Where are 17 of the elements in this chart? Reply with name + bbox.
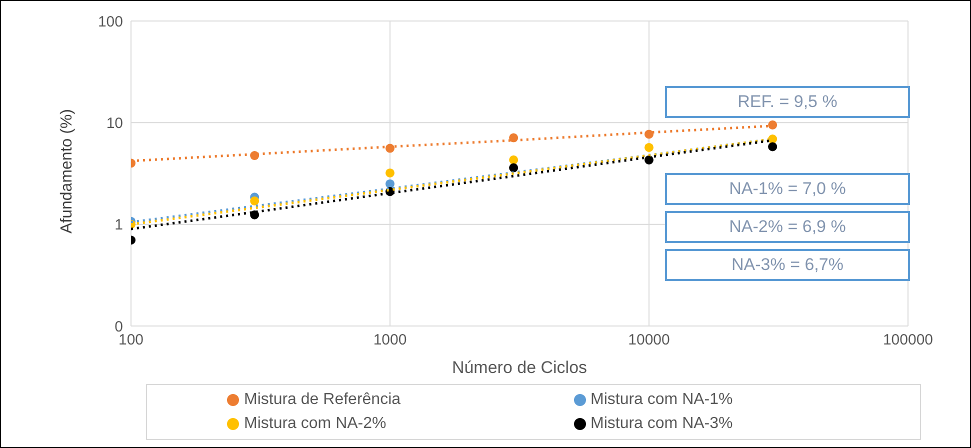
- y-tick-label: 1: [114, 216, 123, 234]
- text-box: NA-3% = 6,7%: [665, 249, 910, 281]
- text-box: NA-1% = 7,0 %: [665, 173, 910, 205]
- y-axis-title: Afundamento (%): [58, 108, 76, 234]
- x-axis-title: Número de Ciclos: [452, 358, 588, 377]
- legend-label: Mistura com NA-3%: [590, 414, 734, 434]
- legend-label: Mistura de Referência: [243, 390, 402, 410]
- text-box: NA-2% = 6,9 %: [665, 211, 910, 243]
- text-box: REF. = 9,5 %: [665, 86, 910, 118]
- y-tick-label: 0: [114, 318, 123, 336]
- legend-label: Mistura com NA-2%: [243, 414, 388, 434]
- x-tick-label: 10000: [628, 332, 670, 349]
- legend-label: Mistura com NA-1%: [590, 390, 734, 410]
- y-tick-label: 10: [106, 114, 123, 132]
- x-tick-label: 1000: [373, 332, 407, 349]
- x-tick-label: 100000: [882, 332, 934, 349]
- y-tick-label: 100: [98, 13, 123, 30]
